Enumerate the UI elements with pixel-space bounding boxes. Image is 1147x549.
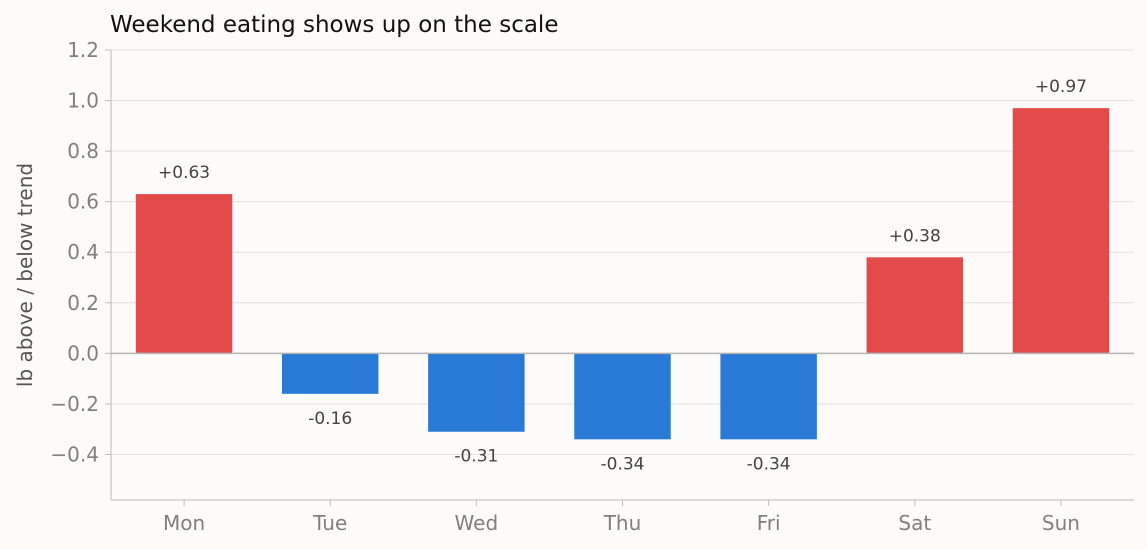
y-tick-label: −0.4 [50, 442, 99, 466]
y-tick-label: 0.6 [67, 190, 99, 214]
x-tick-label: Mon [163, 511, 205, 535]
data-label: -0.31 [454, 447, 498, 467]
bar [1012, 108, 1110, 354]
data-label: -0.16 [308, 409, 352, 429]
y-tick-label: 0.4 [67, 240, 99, 264]
y-tick-label: 1.0 [67, 89, 99, 113]
y-tick-label: 0.0 [67, 341, 99, 365]
x-tick-label: Sun [1042, 511, 1080, 535]
data-label: +0.63 [158, 163, 210, 183]
bar [720, 353, 817, 440]
bar [866, 257, 964, 354]
data-label: -0.34 [601, 454, 645, 474]
data-label: +0.38 [889, 226, 941, 246]
y-axis-label: lb above / below trend [13, 163, 37, 387]
y-ticks: −0.4 −0.2 0.0 0.2 0.4 0.6 0.8 1.0 1.2 [50, 38, 111, 466]
y-tick-label: 0.8 [67, 139, 99, 163]
bar [281, 353, 379, 394]
data-label: -0.34 [747, 454, 791, 474]
data-labels: +0.63 -0.16 -0.31 -0.34 -0.34 +0.38 +0.97 [158, 77, 1087, 474]
x-ticks: Mon Tue Wed Thu Fri Sat Sun [163, 500, 1080, 535]
bar [574, 353, 671, 440]
y-tick-label: 1.2 [67, 38, 99, 62]
bar [135, 194, 233, 354]
data-label: +0.97 [1035, 77, 1087, 97]
bars [135, 108, 1110, 440]
x-tick-label: Wed [455, 511, 499, 535]
x-tick-label: Sat [898, 511, 931, 535]
y-tick-label: 0.2 [67, 291, 99, 315]
x-tick-label: Tue [312, 511, 347, 535]
bar [428, 353, 525, 432]
x-tick-label: Fri [757, 511, 781, 535]
y-tick-label: −0.2 [50, 392, 99, 416]
chart-title: Weekend eating shows up on the scale [110, 12, 558, 38]
x-tick-label: Thu [603, 511, 642, 535]
